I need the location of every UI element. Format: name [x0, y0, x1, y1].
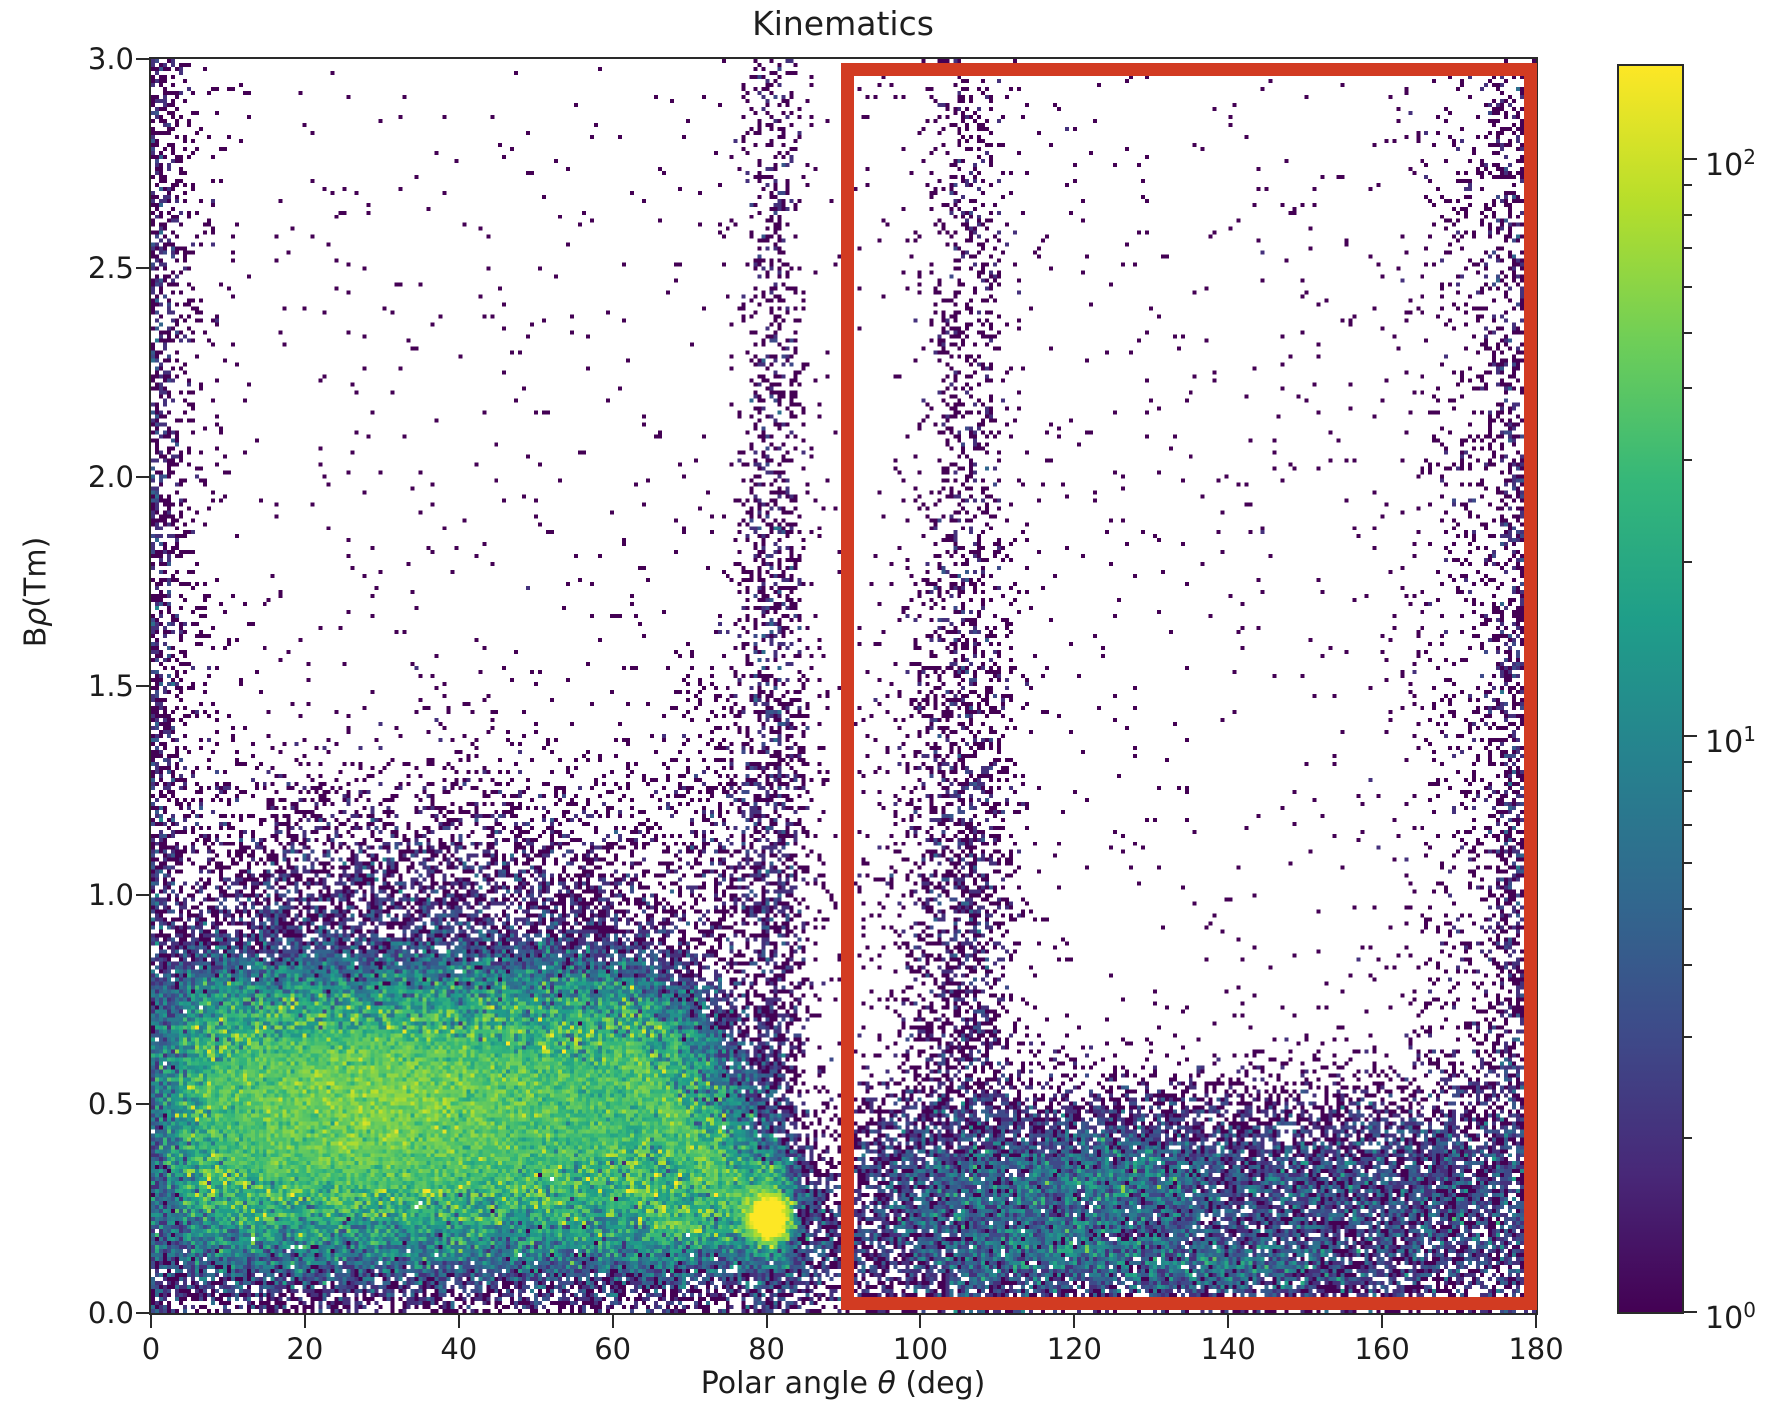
x-tick [765, 1315, 768, 1328]
colorbar-minor-tick [1684, 560, 1692, 563]
x-tick-label: 0 [141, 1332, 161, 1366]
x-tick-label: 60 [594, 1332, 632, 1366]
x-tick-label: 100 [892, 1332, 949, 1366]
y-tick [136, 58, 149, 60]
colorbar-tick-label: 102 [1705, 145, 1756, 183]
x-tick [1381, 1315, 1384, 1328]
y-axis-label-unit: (Tm) [18, 536, 54, 608]
colorbar-minor-tick [1684, 790, 1692, 793]
y-tick-label: 0.5 [87, 1087, 134, 1121]
colorbar-major-tick [1684, 734, 1697, 737]
x-tick [1535, 1315, 1537, 1328]
x-tick-label: 40 [440, 1332, 478, 1366]
selection-rectangle [840, 62, 1538, 1311]
colorbar-minor-tick [1684, 331, 1692, 334]
y-axis-label: Bρ(Tm) [19, 537, 54, 648]
colorbar-minor-tick [1684, 213, 1692, 216]
y-axis-label-rho: ρ [18, 607, 54, 627]
y-tick-label: 0.0 [87, 1296, 134, 1330]
y-tick [136, 476, 149, 478]
colorbar-major-tick [1684, 158, 1697, 160]
colorbar-minor-tick [1684, 823, 1692, 826]
x-tick [919, 1315, 922, 1328]
x-tick-label: 80 [748, 1332, 785, 1366]
x-tick [303, 1315, 306, 1328]
chart-title: Kinematics [752, 4, 934, 43]
colorbar-minor-tick [1684, 247, 1692, 250]
y-tick [136, 894, 149, 896]
y-tick-label: 1.0 [87, 878, 134, 912]
colorbar-minor-tick [1684, 184, 1692, 187]
colorbar-minor-tick [1684, 285, 1692, 288]
colorbar-minor-tick [1684, 908, 1692, 911]
x-tick-label: 160 [1354, 1332, 1410, 1366]
y-tick-label: 2.5 [87, 251, 134, 285]
y-tick [136, 685, 149, 687]
y-tick [136, 267, 149, 269]
colorbar-major-tick [1684, 1311, 1697, 1313]
colorbar-minor-tick [1684, 387, 1692, 390]
x-tick [1227, 1315, 1230, 1328]
colorbar-minor-tick [1684, 1035, 1692, 1038]
x-axis-label-text: Polar angle [700, 1366, 878, 1401]
y-tick-label: 2.0 [87, 460, 134, 494]
colorbar-minor-tick [1684, 862, 1692, 865]
colorbar-minor-tick [1684, 459, 1692, 462]
colorbar-gradient [1619, 66, 1682, 1312]
x-axis-label-unit: (deg) [895, 1366, 986, 1401]
colorbar-minor-tick [1684, 963, 1692, 966]
colorbar [1617, 64, 1684, 1314]
x-tick [457, 1315, 460, 1328]
y-tick [136, 1312, 149, 1314]
y-tick-label: 3.0 [87, 42, 134, 76]
x-tick-label: 180 [1508, 1332, 1564, 1366]
colorbar-minor-tick [1684, 1137, 1692, 1140]
x-tick-label: 20 [286, 1332, 324, 1366]
colorbar-tick-label: 100 [1705, 1298, 1756, 1336]
y-axis-label-text: B [18, 626, 54, 648]
x-axis-label-theta: θ [877, 1366, 896, 1401]
colorbar-tick-label: 101 [1705, 721, 1756, 760]
x-tick-label: 120 [1046, 1332, 1102, 1366]
x-tick [611, 1315, 614, 1328]
x-tick [150, 1315, 152, 1328]
colorbar-minor-tick [1684, 760, 1692, 763]
x-axis-label: Polar angle θ (deg) [701, 1366, 986, 1401]
y-tick-label: 1.5 [87, 669, 134, 703]
x-tick-label: 140 [1200, 1332, 1256, 1366]
x-tick [1073, 1315, 1076, 1328]
y-tick [136, 1103, 149, 1105]
